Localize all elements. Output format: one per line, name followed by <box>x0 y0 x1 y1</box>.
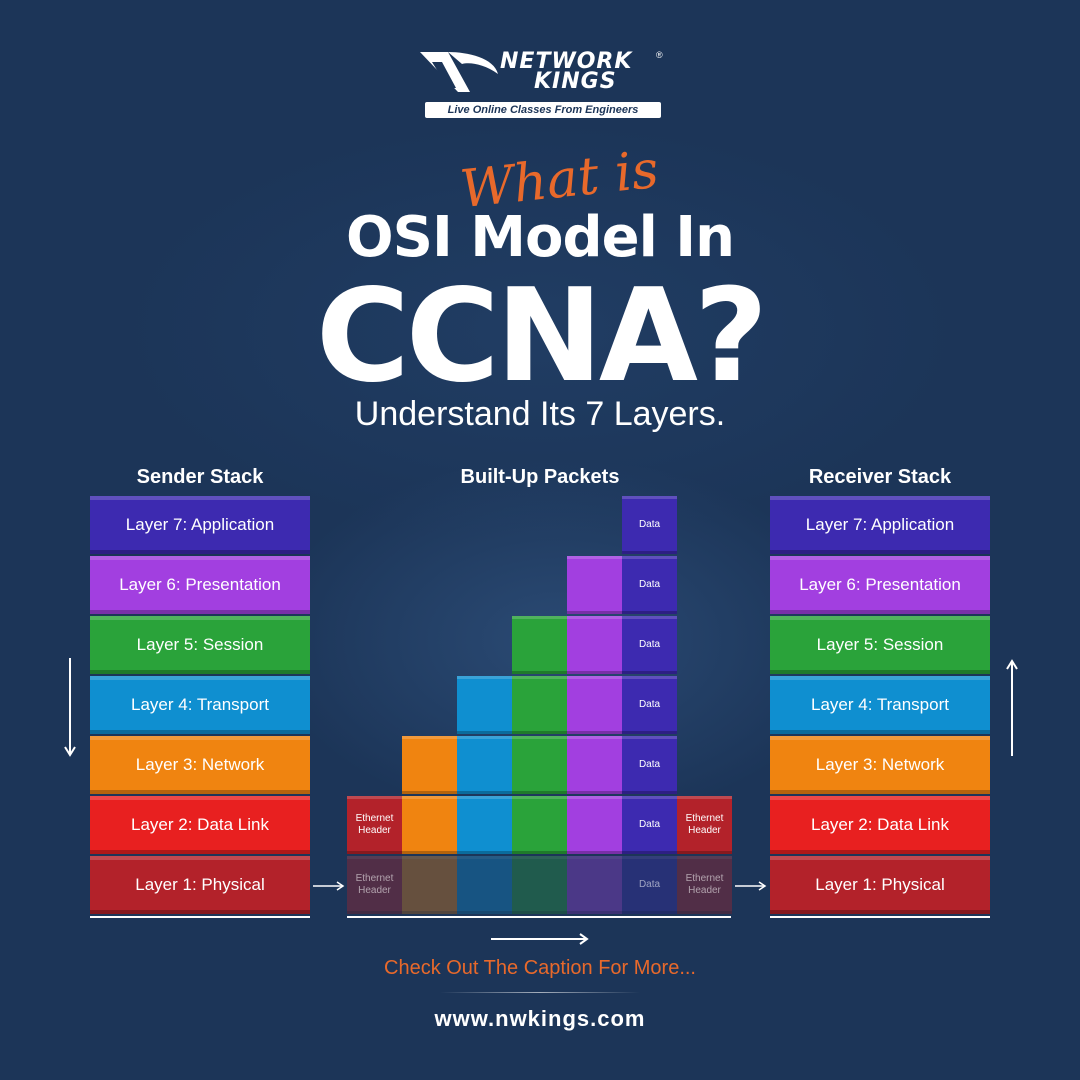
ethernet-label-line2: Header <box>358 825 391 836</box>
footer-divider <box>440 992 640 993</box>
ethernet-label-line1: Ethernet <box>685 873 724 884</box>
presentation-header-cell <box>567 616 622 674</box>
ethernet-label: Ethernet Header <box>347 813 402 837</box>
ethernet-label-physical: Ethernet Header <box>347 873 402 897</box>
packet-data-cell: Data <box>622 676 677 734</box>
sender-layer-6: Layer 6: Presentation <box>90 556 310 614</box>
sender-layer-3: Layer 3: Network <box>90 736 310 794</box>
caption-cta: Check Out The Caption For More... <box>384 957 696 979</box>
ethernet-label-line1: Ethernet <box>355 813 394 824</box>
network-header-cell <box>402 796 457 854</box>
network-header-cell-physical <box>402 856 457 914</box>
session-header-cell <box>512 736 567 794</box>
data-label: Data <box>638 639 661 650</box>
up-arrow-icon <box>1006 659 1018 756</box>
packet-data-cell: Data <box>622 796 677 854</box>
ethernet-label-physical: Ethernet Header <box>677 873 732 897</box>
receiver-stack-title: Receiver Stack <box>808 466 952 488</box>
logo-tagline: Live Online Classes From Engineers <box>425 102 661 118</box>
presentation-header-cell <box>567 736 622 794</box>
receiver-layer-2: Layer 2: Data Link <box>770 796 990 854</box>
ethernet-trailer-cell-physical <box>677 856 732 914</box>
packet-data-cell: Data <box>622 496 677 554</box>
receiver-layer-3: Layer 3: Network <box>770 736 990 794</box>
receiver-layer-5: Layer 5: Session <box>770 616 990 674</box>
sender-layer-5: Layer 5: Session <box>90 616 310 674</box>
packets-title: Built-Up Packets <box>460 466 620 488</box>
ethernet-header-cell: Ethernet Header <box>347 796 402 854</box>
data-label: Data <box>638 579 661 590</box>
packet-data-cell: Data <box>622 556 677 614</box>
transport-header-cell-physical <box>457 856 512 914</box>
sender-layer-2: Layer 2: Data Link <box>90 796 310 854</box>
data-label: Data <box>638 759 661 770</box>
logo-name-line2: KINGS <box>534 69 617 94</box>
receiver-layer-4: Layer 4: Transport <box>770 676 990 734</box>
session-header-cell-physical <box>512 856 567 914</box>
headline-line1: OSI Model In <box>346 205 735 270</box>
ethernet-trailer-cell: Ethernet Header <box>677 796 732 854</box>
network-kings-logo: NETWORK KINGS ® Live Online Classes From… <box>418 48 668 120</box>
sender-stack: Layer 7: Application Layer 6: Presentati… <box>90 496 310 916</box>
presentation-header-cell <box>567 796 622 854</box>
logo-wordmark: NETWORK KINGS <box>500 49 633 94</box>
flow-right-arrow-icon <box>491 933 589 945</box>
ethernet-label-line2: Header <box>358 885 391 896</box>
data-label: Data <box>638 519 661 530</box>
subtitle: Understand Its 7 Layers. <box>354 395 726 433</box>
presentation-header-cell-physical <box>567 856 622 914</box>
transport-header-cell <box>457 736 512 794</box>
packet-data-cell: Data <box>622 736 677 794</box>
receiver-layer-1: Layer 1: Physical <box>770 856 990 914</box>
ethernet-label: Ethernet Header <box>677 813 732 837</box>
receiver-baseline <box>770 916 990 918</box>
sender-layer-1: Layer 1: Physical <box>90 856 310 914</box>
data-label-physical: Data <box>638 879 661 890</box>
transport-header-cell <box>457 796 512 854</box>
headline-line2: CCNA? <box>315 262 768 411</box>
down-arrow-icon <box>64 658 76 757</box>
ethernet-label-line2: Header <box>688 825 721 836</box>
right-arrow-icon <box>735 881 767 891</box>
sender-layer-4: Layer 4: Transport <box>90 676 310 734</box>
wing-logo-icon <box>420 52 498 92</box>
website-link[interactable]: www.nwkings.com <box>434 1006 646 1031</box>
ethernet-header-cell-physical <box>347 856 402 914</box>
session-header-cell <box>512 676 567 734</box>
data-label: Data <box>638 699 661 710</box>
ethernet-label-line2: Header <box>688 885 721 896</box>
receiver-layer-7: Layer 7: Application <box>770 496 990 554</box>
ethernet-label-line1: Ethernet <box>355 873 394 884</box>
packet-data-cell-physical <box>622 856 677 914</box>
packets-baseline <box>347 916 731 918</box>
sender-layer-7: Layer 7: Application <box>90 496 310 554</box>
receiver-layer-6: Layer 6: Presentation <box>770 556 990 614</box>
registered-mark: ® <box>656 50 663 60</box>
session-header-cell <box>512 616 567 674</box>
transport-header-cell <box>457 676 512 734</box>
session-header-cell <box>512 796 567 854</box>
receiver-stack: Layer 7: Application Layer 6: Presentati… <box>770 496 990 916</box>
presentation-header-cell <box>567 676 622 734</box>
sender-stack-title: Sender Stack <box>136 466 264 488</box>
right-arrow-icon <box>313 881 345 891</box>
sender-baseline <box>90 916 310 918</box>
ethernet-label-line1: Ethernet <box>685 813 724 824</box>
logo-name-line1: NETWORK <box>500 49 633 74</box>
data-label: Data <box>638 819 661 830</box>
packet-data-cell: Data <box>622 616 677 674</box>
network-header-cell <box>402 736 457 794</box>
presentation-header-cell <box>567 556 622 614</box>
